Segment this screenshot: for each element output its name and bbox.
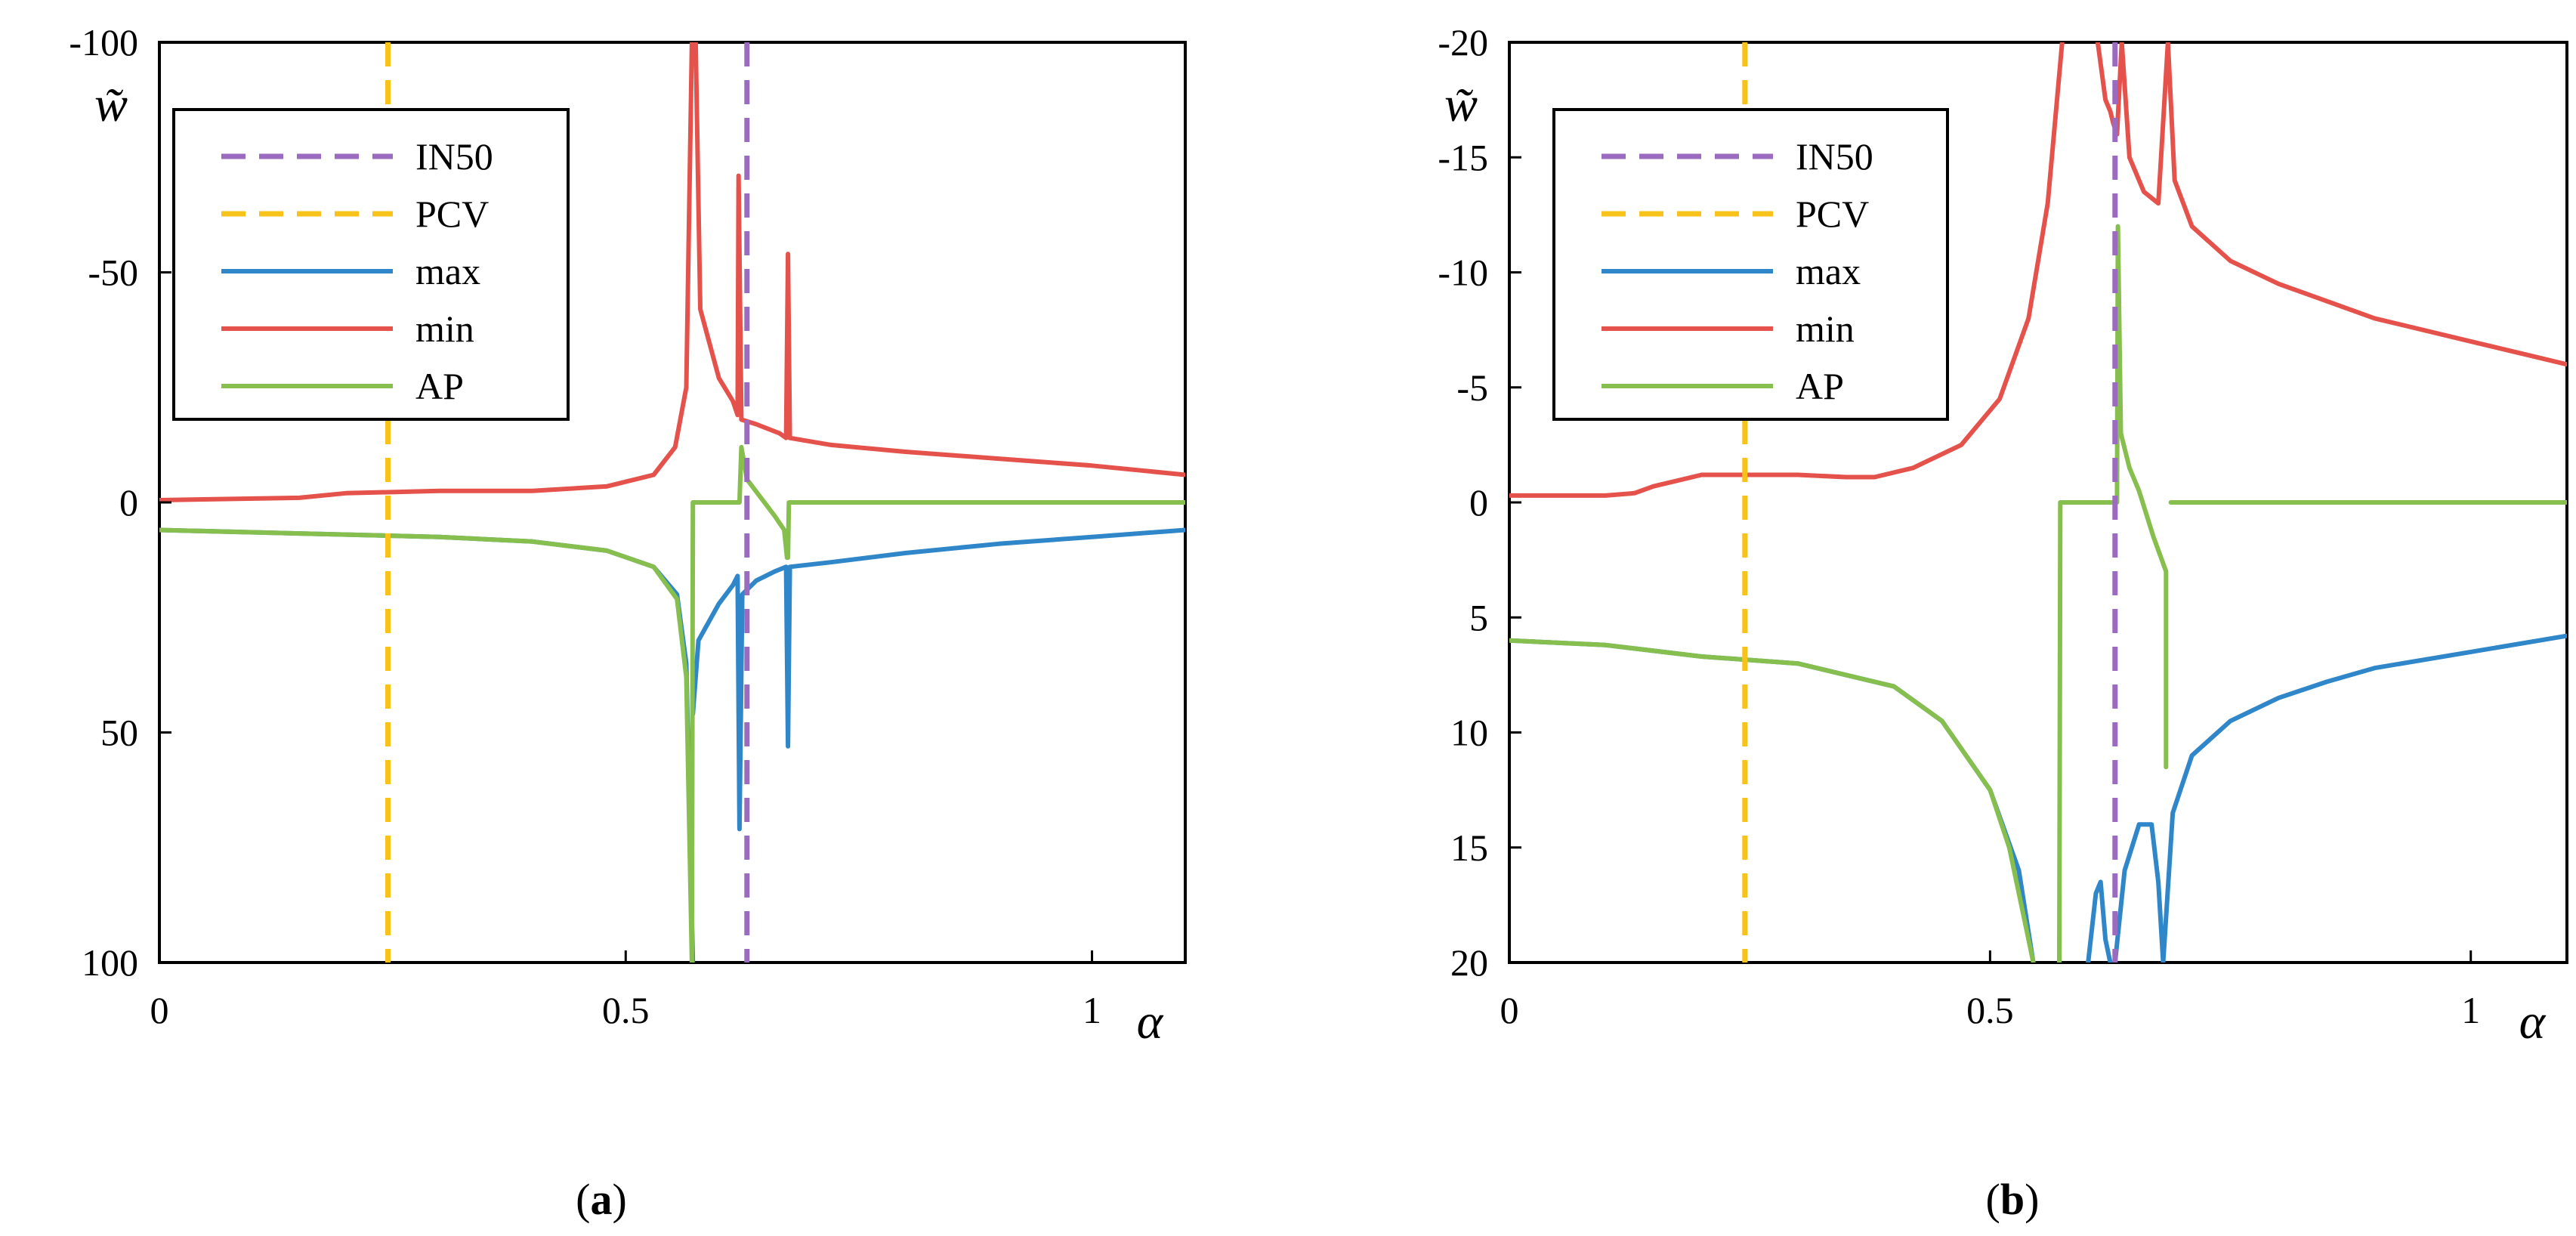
x-tick-label-b: 1 [2461, 989, 2480, 1031]
legend-label-in50-a: IN50 [415, 135, 493, 178]
y-tick-label-b: -20 [1438, 21, 1488, 63]
x-tick-label-b: 0.5 [1966, 989, 2014, 1031]
series-line-ap-a [159, 444, 1185, 963]
y-tick-label-b: -10 [1438, 252, 1488, 294]
y-tick-label-b: -5 [1456, 366, 1488, 409]
x-axis-label-b: α [2519, 994, 2547, 1049]
panel-label-b: (b) [1986, 1175, 2040, 1224]
y-tick-label-a: 100 [82, 941, 138, 984]
series-line-min-a [159, 42, 1185, 502]
y-tick-label-b: 15 [1450, 827, 1488, 869]
y-tick-label-b: 20 [1450, 941, 1488, 984]
legend-box-a [172, 108, 570, 421]
y-tick-label-a: -50 [88, 252, 138, 294]
ticks-b: 0 0.5 1 -20 -15 -10 -5 0 5 10 15 20 [1438, 21, 2480, 1031]
y-tick-label-b: 5 [1469, 596, 1488, 638]
legend-label-max-a: max [415, 250, 480, 292]
y-tick-label-a: -100 [69, 21, 138, 63]
legend-items-a: IN50 PCV max min AP [221, 135, 493, 407]
plot-marks-a [159, 42, 1185, 963]
legend-label-min-b: min [1796, 307, 1855, 350]
chart-panel-b: 0 0.5 1 -20 -15 -10 -5 0 5 10 15 20 w̃ α IN50 PCV max… [1438, 21, 2568, 1224]
legend-label-in50-b: IN50 [1796, 135, 1873, 178]
legend-label-pcv-b: PCV [1796, 193, 1869, 235]
y-tick-label-b: 0 [1469, 481, 1488, 524]
x-tick-label-a: 0.5 [602, 989, 650, 1031]
legend-label-pcv-a: PCV [415, 193, 489, 235]
legend-label-max-b: max [1796, 250, 1861, 292]
legend-label-min-a: min [415, 307, 474, 350]
y-tick-label-a: 0 [119, 481, 138, 524]
legend-a: IN50 PCV max min AP [172, 108, 570, 421]
x-tick-label-a: 1 [1083, 989, 1101, 1031]
legend-b: IN50 PCV max min AP [1552, 108, 1949, 421]
legend-box-b [1552, 108, 1949, 421]
y-tick-label-b: -15 [1438, 136, 1488, 178]
panel-label-a: (a) [576, 1175, 627, 1224]
x-tick-label-b: 0 [1500, 989, 1519, 1031]
x-axis-label-a: α [1137, 994, 1164, 1049]
plot-area-a [159, 42, 1185, 963]
y-axis-label-b: w̃ [1444, 77, 1478, 132]
series-line-max-b [1509, 633, 2567, 963]
x-tick-label-a: 0 [150, 989, 169, 1031]
legend-label-ap-b: AP [1796, 365, 1844, 407]
ticks-a: 0 0.5 1 -100 -50 0 50 100 [69, 21, 1101, 1031]
y-axis-label-a: w̃ [94, 77, 128, 132]
legend-items-b: IN50 PCV max min AP [1602, 135, 1873, 407]
y-tick-label-b: 10 [1450, 712, 1488, 754]
series-line-ap-b [1509, 224, 2567, 963]
legend-label-ap-a: AP [415, 365, 464, 407]
series-line-min-b [1509, 42, 2567, 498]
y-tick-label-a: 50 [100, 712, 138, 754]
